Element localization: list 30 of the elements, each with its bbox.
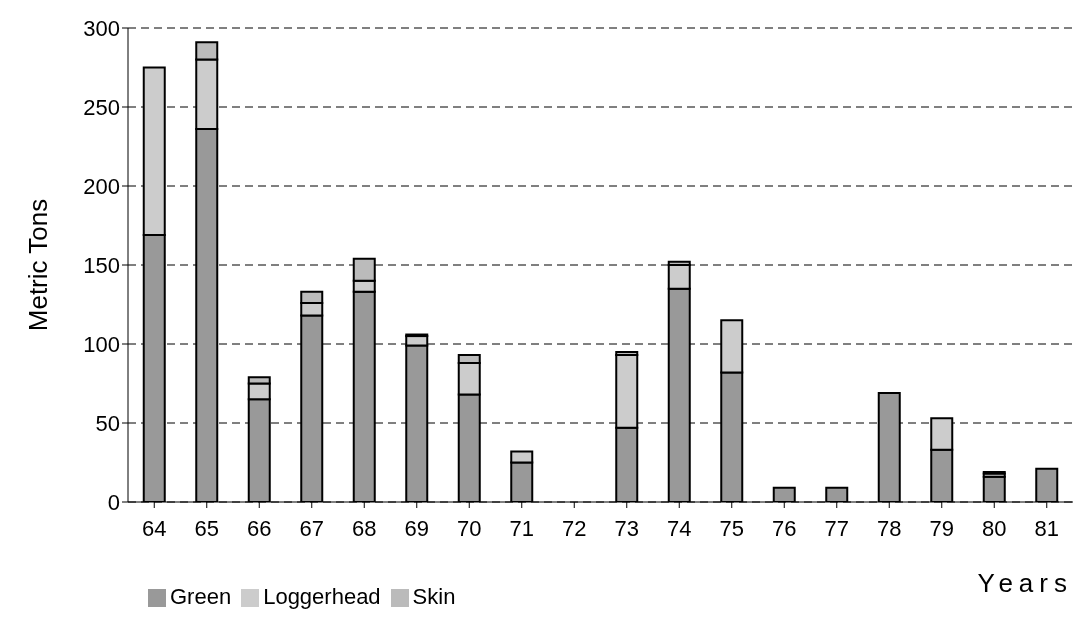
x-tick-label: 69 <box>404 515 429 541</box>
y-tick-label: 200 <box>83 173 120 199</box>
x-tick-label: 81 <box>1034 515 1059 541</box>
y-tick-label: 300 <box>83 15 120 41</box>
y-tick-label: 0 <box>107 489 120 515</box>
y-tick-label: 250 <box>83 94 120 120</box>
y-tick-label: 100 <box>83 331 120 357</box>
y-tick-label: 50 <box>95 410 120 436</box>
x-tick-label: 77 <box>824 515 849 541</box>
x-axis-title: Years <box>977 568 1073 598</box>
x-tick-label: 70 <box>457 515 482 541</box>
x-tick-label: 64 <box>142 515 167 541</box>
x-tick-label: 71 <box>509 515 534 541</box>
legend-label: Loggerhead <box>263 584 381 609</box>
x-tick-label: 74 <box>667 515 692 541</box>
legend-label: Green <box>170 584 232 609</box>
x-tick-label: 73 <box>614 515 639 541</box>
x-tick-label: 78 <box>877 515 902 541</box>
x-tick-label: 80 <box>982 515 1007 541</box>
x-tick-label: 66 <box>247 515 272 541</box>
x-tick-label: 79 <box>929 515 954 541</box>
x-tick-label: 72 <box>562 515 587 541</box>
legend-label: Skin <box>412 584 456 609</box>
y-tick-label: 150 <box>83 252 120 278</box>
y-axis-title: Metric Tons <box>23 198 54 332</box>
x-tick-label: 68 <box>352 515 377 541</box>
x-tick-label: 75 <box>719 515 744 541</box>
x-tick-label: 76 <box>772 515 797 541</box>
x-tick-label: 65 <box>194 515 219 541</box>
x-tick-label: 67 <box>299 515 324 541</box>
